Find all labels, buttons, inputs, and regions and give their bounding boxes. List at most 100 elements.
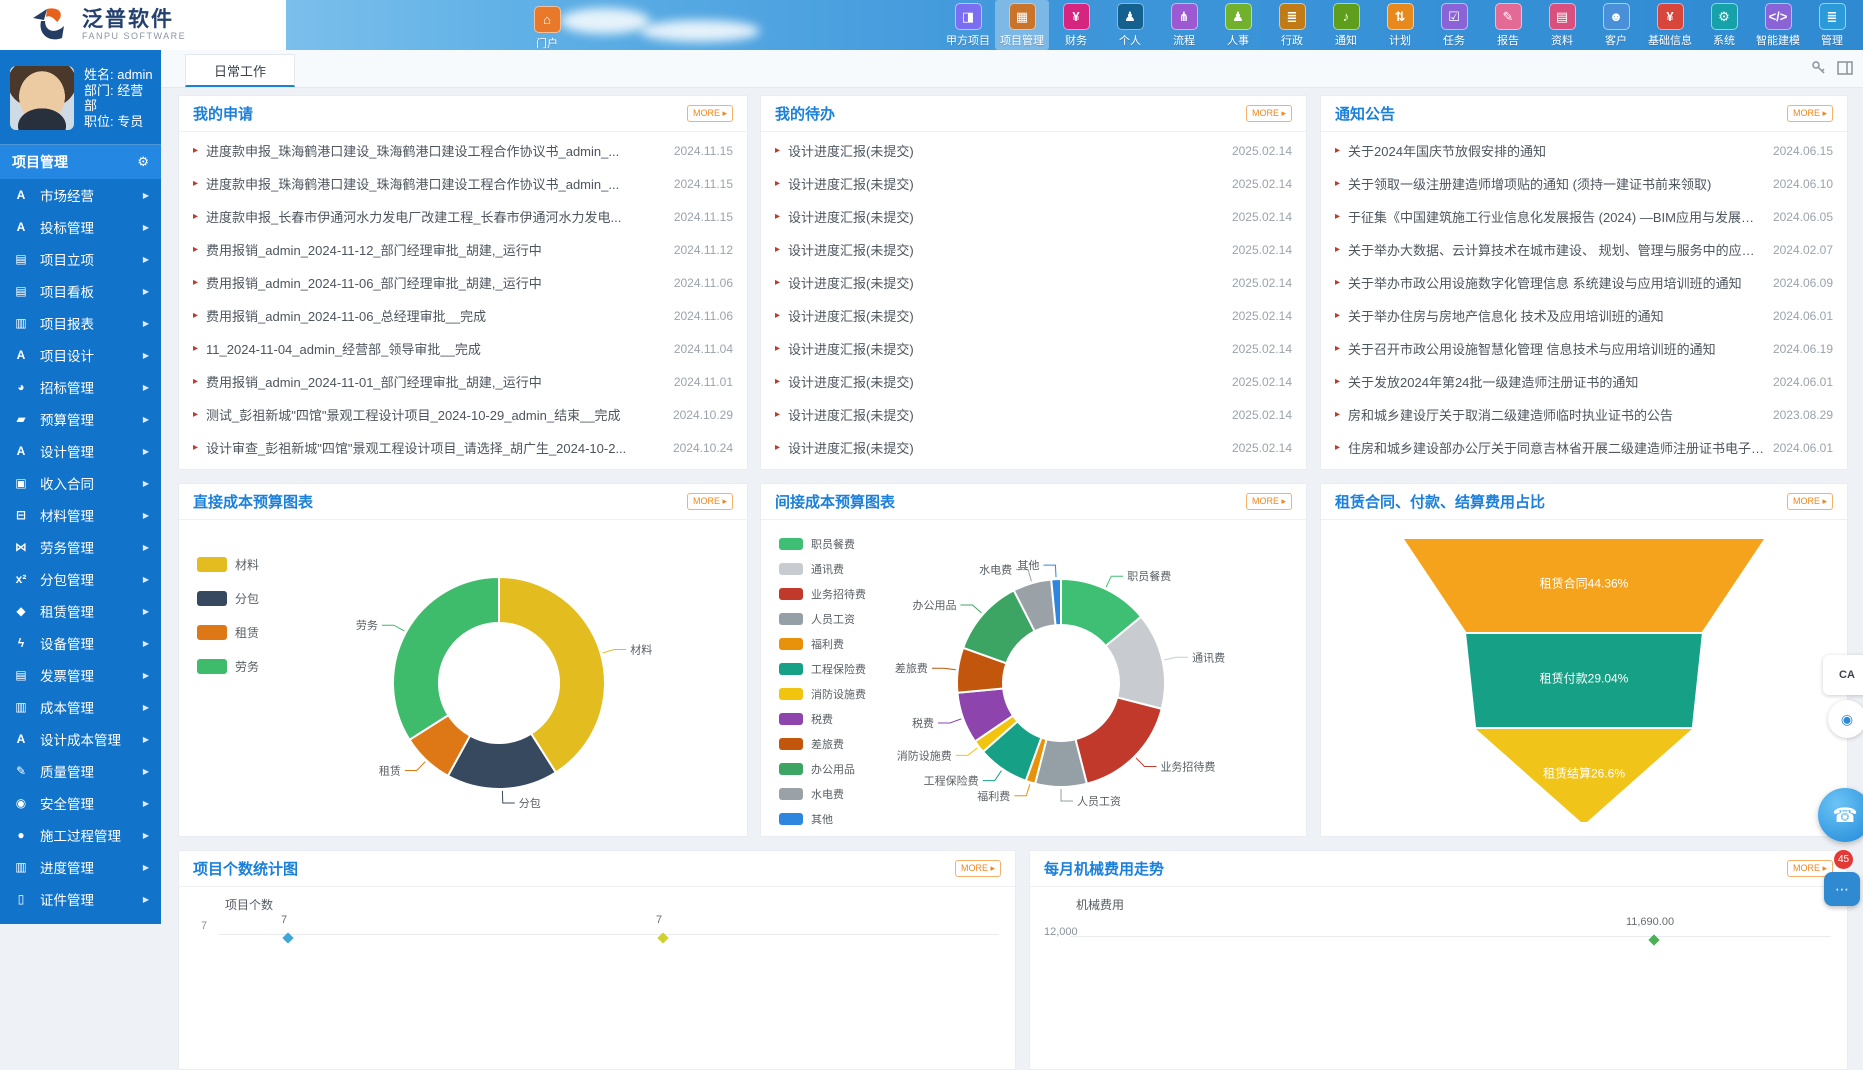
nav-item-人事[interactable]: ♟人事 [1211, 0, 1265, 50]
more-button[interactable]: MORE [687, 105, 733, 122]
nav-item-流程[interactable]: ⋔流程 [1157, 0, 1211, 50]
nav-item-系统[interactable]: ⚙系统 [1697, 0, 1751, 50]
more-button[interactable]: MORE [955, 860, 1001, 877]
application-item[interactable]: ▸进度款申报_珠海鹤港口建设_珠海鹤港口建设工程合作协议书_admin_...2… [179, 167, 747, 200]
legend-item-通讯费[interactable]: 通讯费 [779, 556, 866, 581]
sidebar-item-劳务管理[interactable]: ⋈劳务管理▶ [0, 531, 161, 563]
key-icon[interactable] [1811, 60, 1827, 76]
legend-item-其他[interactable]: 其他 [779, 806, 866, 831]
nav-item-管理[interactable]: ≣管理 [1805, 0, 1859, 50]
notice-item[interactable]: ▸关于举办市政公用设施数字化管理信息 系统建设与应用培训班的通知2024.06.… [1321, 266, 1847, 299]
legend-item-分包[interactable]: 分包 [197, 581, 259, 615]
application-item[interactable]: ▸进度款申报_长春市伊通河水力发电厂改建工程_长春市伊通河水力发电...2024… [179, 200, 747, 233]
sidebar-item-设计管理[interactable]: A设计管理▶ [0, 435, 161, 467]
todo-item[interactable]: ▸设计进度汇报(未提交)2025.02.14 [761, 233, 1306, 266]
notice-item[interactable]: ▸关于举办大数据、云计算技术在城市建设、 规划、管理与服务中的应用培训班...2… [1321, 233, 1847, 266]
notice-item[interactable]: ▸关于领取一级注册建造师增项贴的通知 (须持一建证书前来领取)2024.06.1… [1321, 167, 1847, 200]
nav-item-行政[interactable]: ≣行政 [1265, 0, 1319, 50]
application-item[interactable]: ▸费用报销_admin_2024-11-12_部门经理审批_胡建,_运行中202… [179, 233, 747, 266]
more-button[interactable]: MORE [1787, 493, 1833, 510]
legend-item-水电费[interactable]: 水电费 [779, 781, 866, 806]
application-item[interactable]: ▸设计审查_彭祖新城"四馆"景观工程设计项目_请选择_胡广生_2024-10-2… [179, 431, 747, 464]
todo-item[interactable]: ▸设计进度汇报(未提交)2025.02.14 [761, 431, 1306, 464]
sidebar-item-发票管理[interactable]: ▤发票管理▶ [0, 659, 161, 691]
nav-item-portal[interactable]: ⌂ 门户 [520, 3, 574, 50]
nav-item-通知[interactable]: ♪通知 [1319, 0, 1373, 50]
panel-toggle-icon[interactable] [1837, 60, 1853, 76]
sidebar-item-材料管理[interactable]: ⊟材料管理▶ [0, 499, 161, 531]
notice-item[interactable]: ▸关于举办住房与房地产信息化 技术及应用培训班的通知2024.06.01 [1321, 299, 1847, 332]
sidebar-item-收入合同[interactable]: ▣收入合同▶ [0, 467, 161, 499]
nav-item-财务[interactable]: ¥财务 [1049, 0, 1103, 50]
application-item[interactable]: ▸费用报销_admin_2024-11-06_部门经理审批_胡建,_运行中202… [179, 266, 747, 299]
donut-slice-业务招待费[interactable] [1075, 697, 1161, 783]
application-item[interactable]: ▸测试_彭祖新城"四馆"景观工程设计项目_2024-10-29_admin_结束… [179, 398, 747, 431]
sidebar-item-质量管理[interactable]: ✎质量管理▶ [0, 755, 161, 787]
todo-item[interactable]: ▸设计进度汇报(未提交)2025.02.14 [761, 365, 1306, 398]
more-button[interactable]: MORE [687, 493, 733, 510]
todo-item[interactable]: ▸设计进度汇报(未提交)2025.02.14 [761, 332, 1306, 365]
legend-item-税费[interactable]: 税费 [779, 706, 866, 731]
notice-item[interactable]: ▸住房和城乡建设部办公厅关于同意吉林省开展二级建造师注册证书电子化试点...20… [1321, 431, 1847, 464]
sidebar-item-设计成本管理[interactable]: A设计成本管理▶ [0, 723, 161, 755]
notice-item[interactable]: ▸关于召开市政公用设施智慧化管理 信息技术与应用培训班的通知2024.06.19 [1321, 332, 1847, 365]
sidebar-item-进度管理[interactable]: ▥进度管理▶ [0, 851, 161, 883]
application-item[interactable]: ▸进度款申报_珠海鹤港口建设_珠海鹤港口建设工程合作协议书_admin_...2… [179, 134, 747, 167]
customer-service-button[interactable]: ☎ [1818, 788, 1863, 842]
more-button[interactable]: MORE [1246, 493, 1292, 510]
nav-item-客户[interactable]: ☻客户 [1589, 0, 1643, 50]
nav-item-甲方项目[interactable]: ◨甲方项目 [941, 0, 995, 50]
sidebar-item-项目设计[interactable]: A项目设计▶ [0, 339, 161, 371]
legend-item-职员餐费[interactable]: 职员餐费 [779, 531, 866, 556]
sidebar-item-项目立项[interactable]: ▤项目立项▶ [0, 243, 161, 275]
legend-item-劳务[interactable]: 劳务 [197, 649, 259, 683]
application-item[interactable]: ▸费用报销_admin_2024-11-06_总经理审批__完成2024.11.… [179, 299, 747, 332]
sidebar-item-项目看板[interactable]: ▤项目看板▶ [0, 275, 161, 307]
monitor-widget[interactable]: ◉ [1828, 700, 1863, 738]
nav-item-任务[interactable]: ☑任务 [1427, 0, 1481, 50]
todo-item[interactable]: ▸设计进度汇报(未提交)2025.02.14 [761, 398, 1306, 431]
legend-item-福利费[interactable]: 福利费 [779, 631, 866, 656]
sidebar-item-市场经营[interactable]: A市场经营▶ [0, 179, 161, 211]
legend-item-工程保险费[interactable]: 工程保险费 [779, 656, 866, 681]
legend-item-租赁[interactable]: 租赁 [197, 615, 259, 649]
application-item[interactable]: ▸11_2024-11-04_admin_经营部_领导审批__完成2024.11… [179, 332, 747, 365]
notice-item[interactable]: ▸关于2024年国庆节放假安排的通知2024.06.15 [1321, 134, 1847, 167]
tab-daily-work[interactable]: 日常工作 [185, 54, 295, 87]
nav-item-资料[interactable]: ▤资料 [1535, 0, 1589, 50]
sidebar-item-投标管理[interactable]: A投标管理▶ [0, 211, 161, 243]
legend-item-办公用品[interactable]: 办公用品 [779, 756, 866, 781]
app-logo[interactable]: 泛普软件 FANPU SOFTWARE [0, 0, 286, 50]
nav-item-个人[interactable]: ♟个人 [1103, 0, 1157, 50]
more-button[interactable]: MORE [1246, 105, 1292, 122]
legend-item-业务招待费[interactable]: 业务招待费 [779, 581, 866, 606]
chat-button[interactable]: ⋯ [1824, 872, 1860, 906]
nav-item-计划[interactable]: ⇅计划 [1373, 0, 1427, 50]
gear-icon[interactable]: ⚙ [137, 154, 149, 170]
sidebar-item-设备管理[interactable]: ϟ设备管理▶ [0, 627, 161, 659]
nav-item-基础信息[interactable]: ¥基础信息 [1643, 0, 1697, 50]
todo-item[interactable]: ▸设计进度汇报(未提交)2025.02.14 [761, 134, 1306, 167]
legend-item-差旅费[interactable]: 差旅费 [779, 731, 866, 756]
legend-item-人员工资[interactable]: 人员工资 [779, 606, 866, 631]
sidebar-item-预算管理[interactable]: ▰预算管理▶ [0, 403, 161, 435]
donut-slice-劳务[interactable] [393, 577, 499, 740]
sidebar-item-证件管理[interactable]: ▯证件管理▶ [0, 883, 161, 915]
nav-item-智能建模[interactable]: </>智能建模 [1751, 0, 1805, 50]
notice-item[interactable]: ▸于征集《中国建筑施工行业信息化发展报告 (2024) —BIM应用与发展》材料… [1321, 200, 1847, 233]
sidebar-item-租赁管理[interactable]: ◆租赁管理▶ [0, 595, 161, 627]
nav-item-报告[interactable]: ✎报告 [1481, 0, 1535, 50]
sidebar-item-安全管理[interactable]: ◉安全管理▶ [0, 787, 161, 819]
todo-item[interactable]: ▸设计进度汇报(未提交)2025.02.14 [761, 266, 1306, 299]
application-item[interactable]: ▸费用报销_admin_2024-11-01_部门经理审批_胡建,_运行中202… [179, 365, 747, 398]
todo-item[interactable]: ▸设计进度汇报(未提交)2025.02.14 [761, 167, 1306, 200]
notice-item[interactable]: ▸房和城乡建设厅关于取消二级建造师临时执业证书的公告2023.08.29 [1321, 398, 1847, 431]
sidebar-item-项目报表[interactable]: ▥项目报表▶ [0, 307, 161, 339]
notice-item[interactable]: ▸关于发放2024年第24批一级建造师注册证书的通知2024.06.01 [1321, 365, 1847, 398]
todo-item[interactable]: ▸设计进度汇报(未提交)2025.02.14 [761, 200, 1306, 233]
more-button[interactable]: MORE [1787, 105, 1833, 122]
sidebar-item-施工过程管理[interactable]: ●施工过程管理▶ [0, 819, 161, 851]
sidebar-item-分包管理[interactable]: x²分包管理▶ [0, 563, 161, 595]
legend-item-消防设施费[interactable]: 消防设施费 [779, 681, 866, 706]
todo-item[interactable]: ▸设计进度汇报(未提交)2025.02.14 [761, 299, 1306, 332]
